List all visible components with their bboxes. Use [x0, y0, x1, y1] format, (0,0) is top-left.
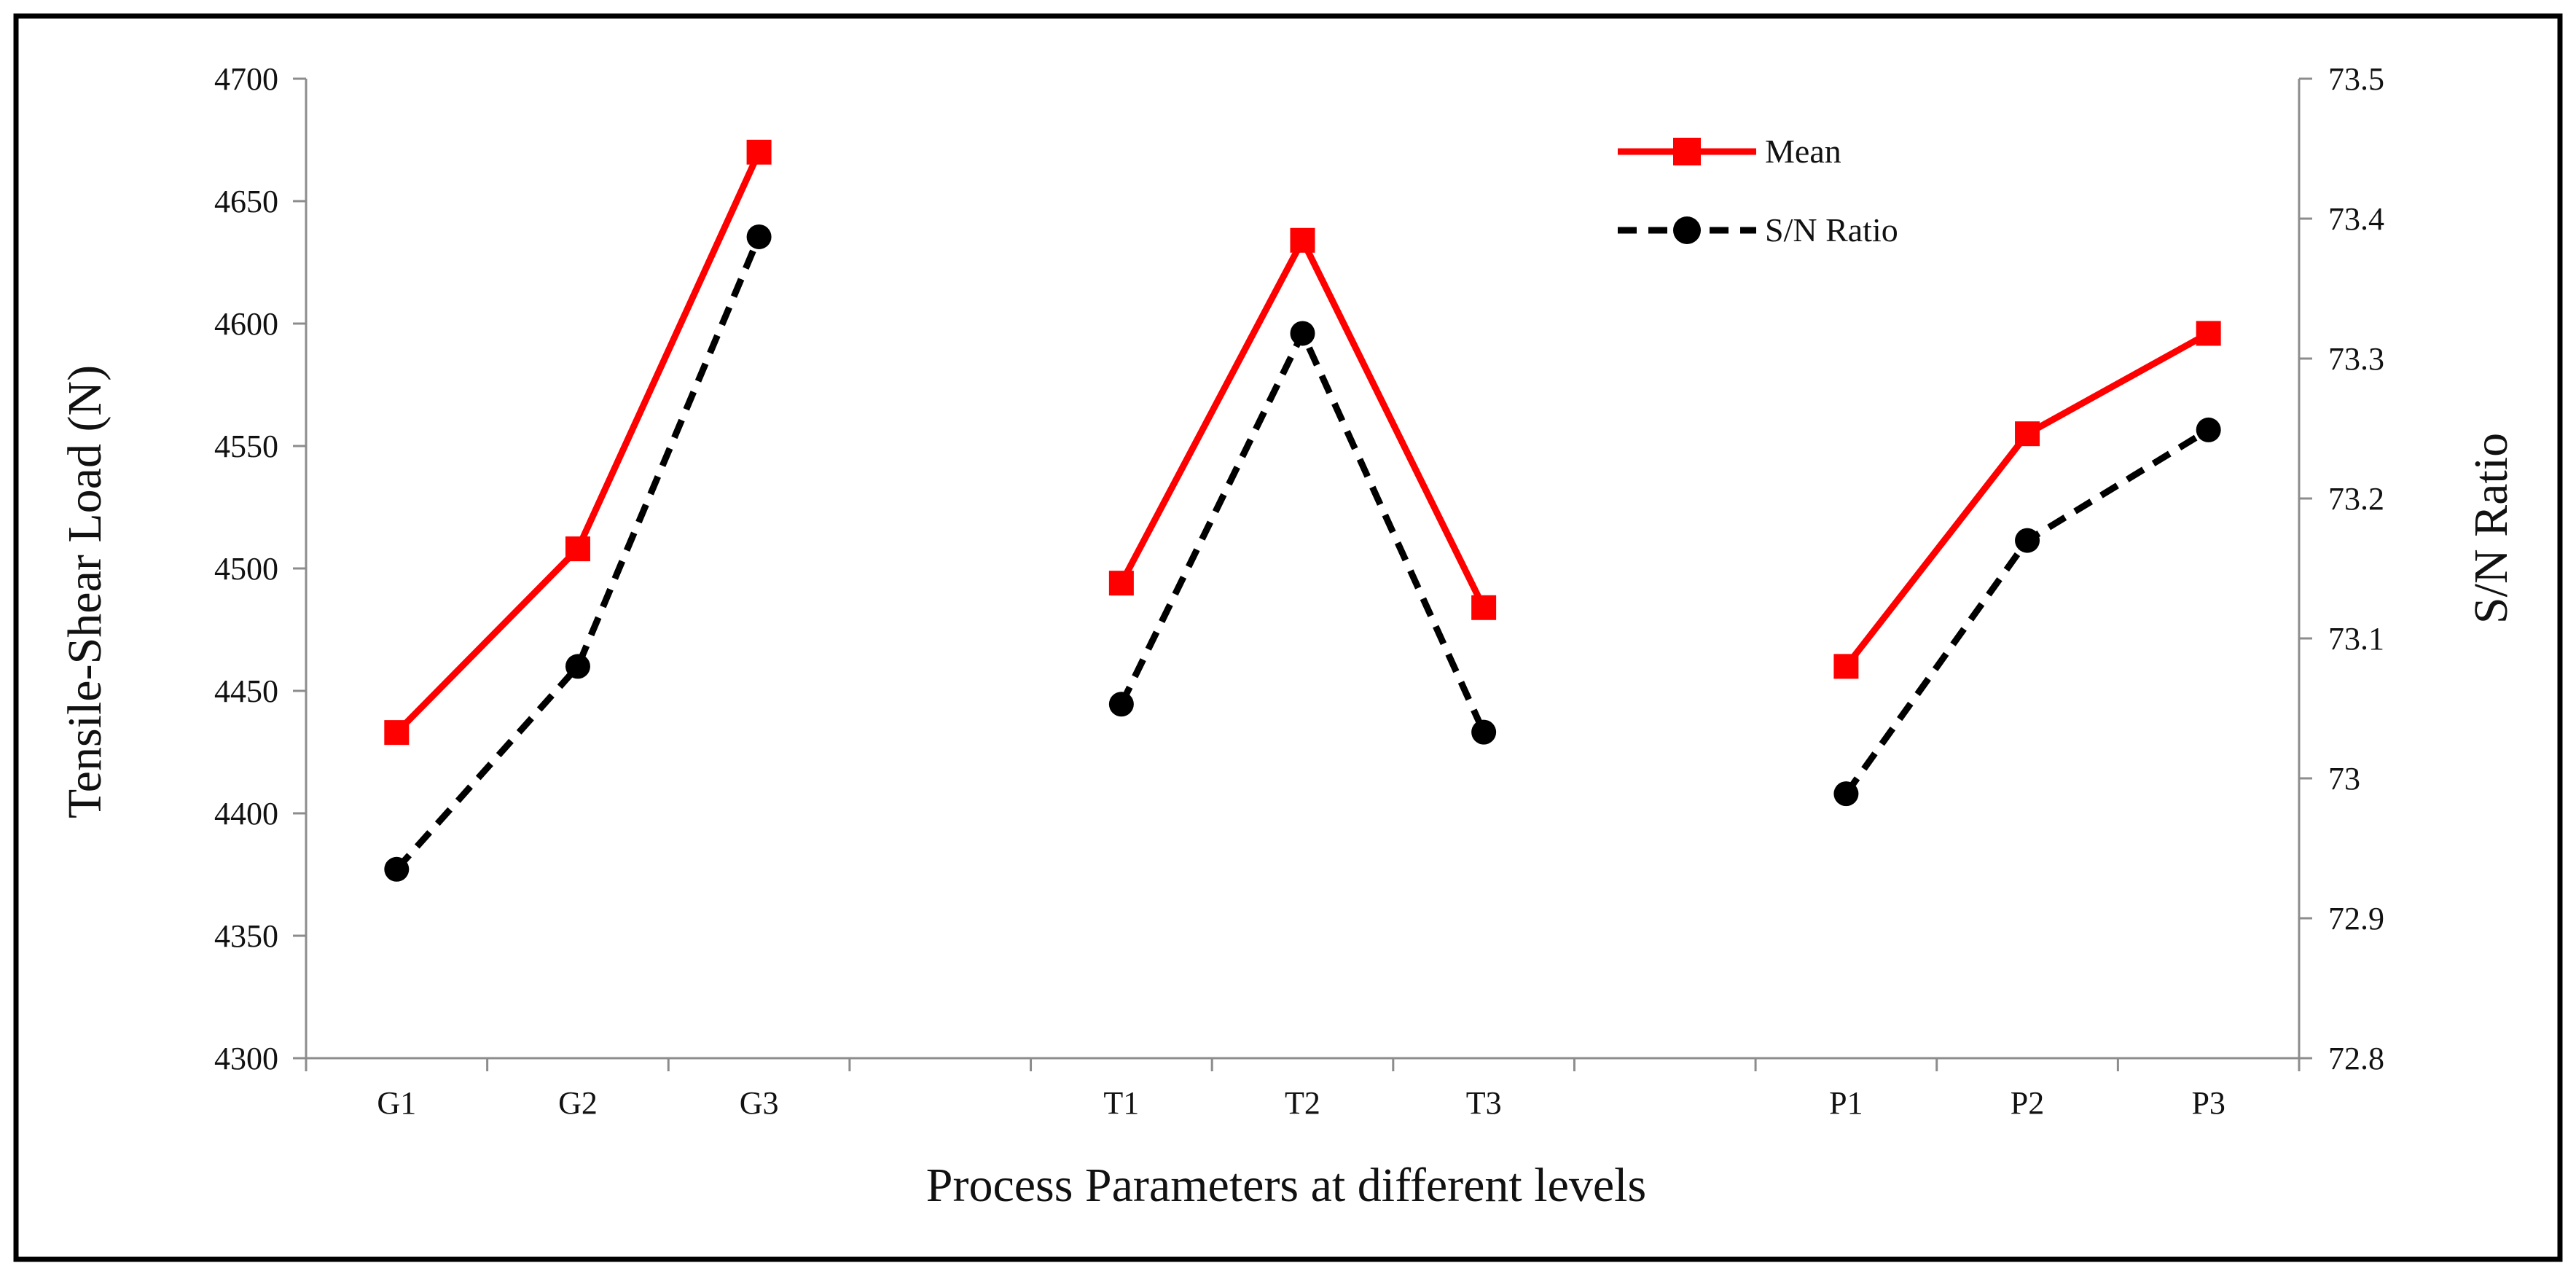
x-tick-label: G1: [377, 1085, 416, 1121]
y2-tick-label: 73.5: [2328, 61, 2384, 97]
x-tick-label: T1: [1103, 1085, 1139, 1121]
sn-point: [2015, 528, 2040, 553]
y2-tick-label: 73.3: [2328, 341, 2384, 377]
y-tick-label: 4600: [214, 306, 278, 342]
y2-tick-label: 72.9: [2328, 901, 2384, 936]
y2-axis-title: S/N Ratio: [2465, 433, 2518, 624]
x-axis-title: Process Parameters at different levels: [926, 1159, 1646, 1212]
x-tick-label: P3: [2191, 1085, 2225, 1121]
mean-point: [2015, 421, 2040, 447]
legend-mean-marker: [1673, 138, 1701, 165]
sn-point: [1108, 692, 1134, 717]
x-tick-label: T3: [1466, 1085, 1502, 1121]
sn-point: [746, 224, 772, 249]
sn-point: [1471, 719, 1497, 745]
sn-point: [1833, 781, 1859, 807]
mean-point: [746, 139, 772, 165]
legend-sn-marker: [1673, 216, 1701, 244]
sn-point: [384, 856, 410, 882]
sn-point: [565, 654, 590, 679]
y-tick-label: 4400: [214, 796, 278, 832]
mean-point: [1833, 654, 1859, 679]
x-tick-label: P1: [1829, 1085, 1863, 1121]
mean-point: [1290, 227, 1315, 253]
y-tick-label: 4500: [214, 551, 278, 587]
x-tick-label: P2: [2011, 1085, 2044, 1121]
x-tick-label: G2: [558, 1085, 598, 1121]
y-tick-label: 4700: [214, 61, 278, 97]
y2-tick-label: 73.1: [2328, 621, 2384, 657]
y2-tick-label: 73: [2328, 761, 2360, 797]
y-tick-label: 4550: [214, 429, 278, 464]
mean-point: [1471, 595, 1497, 620]
y2-tick-label: 73.2: [2328, 481, 2384, 517]
y-tick-label: 4300: [214, 1041, 278, 1076]
series-line-sn: [394, 235, 762, 872]
outer-frame: [13, 13, 2563, 1262]
y-axis-title: Tensile-Shear Load (N): [58, 365, 111, 818]
series-layer: [384, 139, 2221, 882]
axes: 4300 4350 4400 4450 4500 4550 4600 4650 4700 72.8…: [214, 61, 2384, 1121]
x-tick-label: G3: [740, 1085, 779, 1121]
mean-point: [565, 536, 590, 562]
sn-point: [1290, 321, 1315, 346]
y2-tick-label: 72.8: [2328, 1041, 2384, 1076]
mean-point: [384, 720, 410, 746]
y2-tick-label: 73.4: [2328, 201, 2384, 237]
legend: Mean S/N Ratio: [1618, 133, 1898, 249]
y-tick-label: 4350: [214, 918, 278, 954]
sn-point: [2196, 417, 2221, 442]
mean-point: [2196, 321, 2221, 346]
y-tick-label: 4450: [214, 673, 278, 709]
legend-mean-label: Mean: [1765, 133, 1841, 170]
mean-point: [1108, 571, 1134, 596]
legend-sn-label: S/N Ratio: [1765, 211, 1898, 249]
y-tick-label: 4650: [214, 184, 278, 219]
x-tick-label: T2: [1285, 1085, 1320, 1121]
